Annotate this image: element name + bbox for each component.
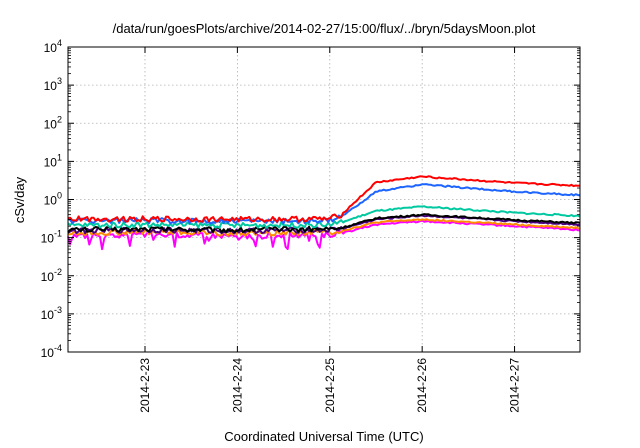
chart-title: /data/run/goesPlots/archive/2014-02-27/1… (113, 21, 536, 36)
series-group (67, 175, 581, 251)
series-line (67, 213, 581, 234)
grid (68, 47, 580, 352)
x-tick-label: 2014-2-27 (508, 358, 522, 413)
x-tick-label: 2014-2-25 (323, 358, 337, 413)
y-tick-label: 10-3 (41, 305, 62, 322)
y-tick-label: 10-2 (41, 267, 62, 284)
y-tick-label: 10-1 (41, 229, 62, 246)
x-tick-label: 2014-2-24 (230, 358, 244, 413)
y-tick-label: 103 (44, 76, 62, 93)
x-tick-label: 2014-2-23 (138, 358, 152, 413)
y-tick-label: 100 (44, 191, 62, 208)
y-tick-label: 10-4 (41, 343, 62, 360)
ticks: 10-4 10-3 10-2 10-1 100 101 102 103 104 2014-2-23… (41, 38, 580, 413)
x-axis-label: Coordinated Universal Time (UTC) (224, 429, 423, 444)
y-axis-label: cSv/day (12, 176, 27, 223)
y-tick-label: 104 (44, 38, 62, 55)
series-line (67, 175, 581, 223)
series-line (67, 205, 581, 229)
y-tick-label: 101 (44, 152, 62, 169)
y-tick-label: 102 (44, 114, 62, 131)
series-line (67, 219, 581, 251)
x-tick-label: 2014-2-26 (415, 358, 429, 413)
